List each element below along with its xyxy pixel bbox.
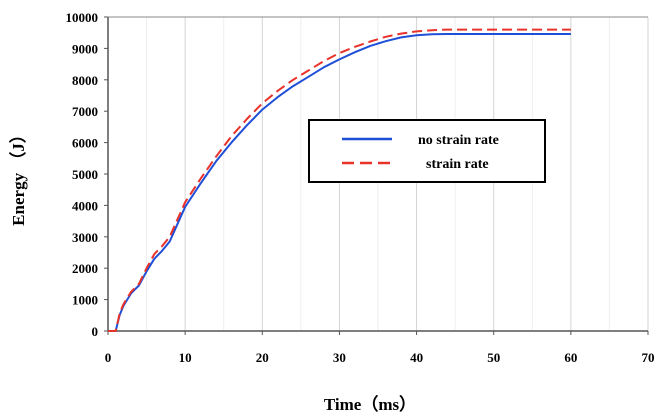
y-tick-label: 8000 [72,73,98,88]
y-tick-label: 4000 [72,198,98,213]
y-tick-label: 0 [92,324,99,339]
x-axis-title: Time（ms） [324,394,416,414]
legend-label-no-strain-rate: no strain rate [418,133,499,148]
x-tick-label: 60 [564,350,577,365]
y-tick-label: 2000 [72,261,98,276]
x-tick-label: 20 [256,350,269,365]
axes [104,16,649,335]
x-tick-label: 70 [642,350,655,365]
x-tick-label: 50 [487,350,500,365]
x-tick-label: 30 [333,350,346,365]
legend-label-strain-rate: strain rate [426,157,489,172]
series-line-strain-rate [108,28,571,332]
tick-labels: 0100020003000400050006000700080009000100… [66,10,655,365]
series-line-no-strain-rate [108,33,571,332]
series-lines [108,28,571,332]
x-tick-label: 0 [105,350,112,365]
y-tick-label: 7000 [72,104,98,119]
y-axis-title: Energy （J） [8,126,28,226]
x-tick-label: 40 [410,350,423,365]
y-tick-label: 10000 [66,10,99,25]
y-tick-label: 5000 [72,167,98,182]
y-tick-label: 3000 [72,230,98,245]
y-tick-label: 9000 [72,41,98,56]
x-tick-label: 10 [179,350,192,365]
legend-box [308,119,546,183]
y-tick-label: 1000 [72,293,98,308]
legend: no strain rate strain rate [308,119,546,183]
y-tick-label: 6000 [72,136,98,151]
